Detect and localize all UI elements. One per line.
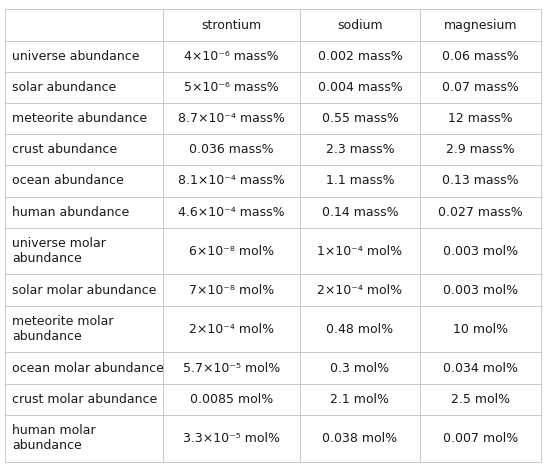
Text: crust abundance: crust abundance	[12, 143, 117, 156]
Text: 0.038 mol%: 0.038 mol%	[322, 432, 397, 445]
Text: 0.004 mass%: 0.004 mass%	[318, 81, 402, 94]
Text: 2×10⁻⁴ mol%: 2×10⁻⁴ mol%	[189, 323, 274, 335]
Text: 0.06 mass%: 0.06 mass%	[442, 50, 519, 63]
Text: solar abundance: solar abundance	[12, 81, 116, 94]
Text: 8.1×10⁻⁴ mass%: 8.1×10⁻⁴ mass%	[178, 174, 285, 187]
Text: 6×10⁻⁸ mol%: 6×10⁻⁸ mol%	[189, 244, 274, 258]
Text: universe abundance: universe abundance	[12, 50, 140, 63]
Text: magnesium: magnesium	[443, 18, 517, 32]
Text: 2.3 mass%: 2.3 mass%	[325, 143, 394, 156]
Text: 0.007 mol%: 0.007 mol%	[443, 432, 518, 445]
Text: 0.07 mass%: 0.07 mass%	[442, 81, 519, 94]
Text: 5×10⁻⁶ mass%: 5×10⁻⁶ mass%	[184, 81, 279, 94]
Text: 0.002 mass%: 0.002 mass%	[318, 50, 402, 63]
Text: sodium: sodium	[337, 18, 383, 32]
Text: 2.5 mol%: 2.5 mol%	[451, 393, 510, 406]
Text: 5.7×10⁻⁵ mol%: 5.7×10⁻⁵ mol%	[183, 362, 280, 374]
Text: 10 mol%: 10 mol%	[453, 323, 508, 335]
Text: human molar
abundance: human molar abundance	[12, 424, 96, 453]
Text: ocean molar abundance: ocean molar abundance	[12, 362, 164, 374]
Text: crust molar abundance: crust molar abundance	[12, 393, 157, 406]
Text: solar molar abundance: solar molar abundance	[12, 284, 156, 297]
Text: 7×10⁻⁸ mol%: 7×10⁻⁸ mol%	[189, 284, 274, 297]
Text: 0.003 mol%: 0.003 mol%	[443, 284, 518, 297]
Text: 0.034 mol%: 0.034 mol%	[443, 362, 518, 374]
Text: 0.55 mass%: 0.55 mass%	[322, 112, 399, 125]
Text: 1×10⁻⁴ mol%: 1×10⁻⁴ mol%	[317, 244, 402, 258]
Text: 3.3×10⁻⁵ mol%: 3.3×10⁻⁵ mol%	[183, 432, 280, 445]
Text: universe molar
abundance: universe molar abundance	[12, 237, 106, 265]
Text: meteorite abundance: meteorite abundance	[12, 112, 147, 125]
Text: 0.48 mol%: 0.48 mol%	[327, 323, 394, 335]
Text: 12 mass%: 12 mass%	[448, 112, 513, 125]
Text: 0.0085 mol%: 0.0085 mol%	[190, 393, 273, 406]
Text: 4.6×10⁻⁴ mass%: 4.6×10⁻⁴ mass%	[178, 206, 285, 219]
Text: 2×10⁻⁴ mol%: 2×10⁻⁴ mol%	[317, 284, 402, 297]
Text: 0.027 mass%: 0.027 mass%	[438, 206, 523, 219]
Text: 0.036 mass%: 0.036 mass%	[189, 143, 274, 156]
Text: 0.13 mass%: 0.13 mass%	[442, 174, 519, 187]
Text: 4×10⁻⁶ mass%: 4×10⁻⁶ mass%	[184, 50, 279, 63]
Text: meteorite molar
abundance: meteorite molar abundance	[12, 315, 114, 343]
Text: 0.14 mass%: 0.14 mass%	[322, 206, 398, 219]
Text: 2.9 mass%: 2.9 mass%	[446, 143, 515, 156]
Text: 2.1 mol%: 2.1 mol%	[330, 393, 389, 406]
Text: strontium: strontium	[201, 18, 262, 32]
Text: 1.1 mass%: 1.1 mass%	[325, 174, 394, 187]
Text: 8.7×10⁻⁴ mass%: 8.7×10⁻⁴ mass%	[178, 112, 285, 125]
Text: 0.3 mol%: 0.3 mol%	[330, 362, 389, 374]
Text: human abundance: human abundance	[12, 206, 129, 219]
Text: 0.003 mol%: 0.003 mol%	[443, 244, 518, 258]
Text: ocean abundance: ocean abundance	[12, 174, 124, 187]
